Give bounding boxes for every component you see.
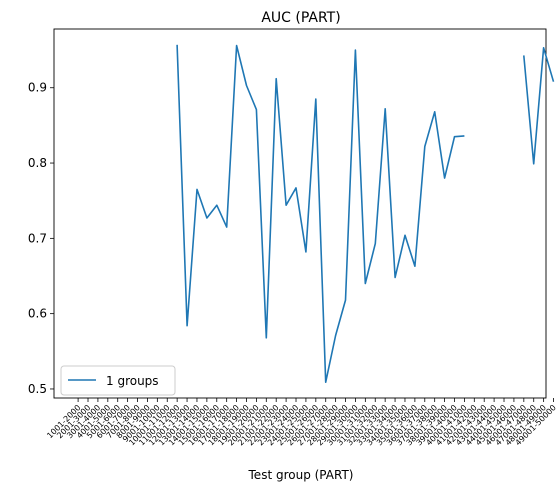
legend: 1 groups	[60, 365, 176, 396]
plot-area	[53, 28, 555, 399]
x-axis-label: Test group (PART)	[248, 468, 354, 482]
y-tick-label: 0.8	[28, 156, 47, 170]
series-line-segment	[176, 44, 465, 383]
legend-box	[60, 365, 176, 396]
legend-label: 1 groups	[106, 374, 159, 388]
plot-frame	[53, 28, 547, 399]
y-tick-label: 0.7	[28, 231, 47, 245]
chart-title: AUC (PART)	[261, 10, 340, 26]
y-tick-label: 0.9	[28, 81, 47, 95]
x-axis: 1001-20002001-30003001-40004001-50005001…	[45, 398, 558, 447]
y-tick-label: 0.6	[28, 307, 47, 321]
y-tick-label: 0.5	[28, 382, 47, 396]
series-line-segment	[523, 47, 555, 165]
y-axis: 0.5 0.6 0.7 0.8 0.9	[28, 81, 54, 396]
